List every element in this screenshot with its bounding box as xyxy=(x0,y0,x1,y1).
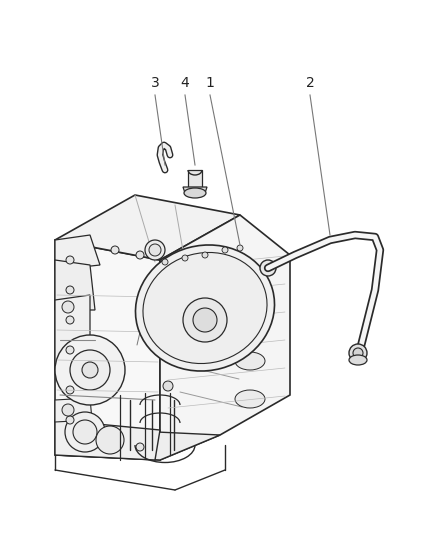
Ellipse shape xyxy=(135,245,275,371)
Circle shape xyxy=(66,286,74,294)
Ellipse shape xyxy=(235,314,265,332)
Circle shape xyxy=(260,260,276,276)
Text: 3: 3 xyxy=(151,76,159,90)
Circle shape xyxy=(136,251,144,259)
Circle shape xyxy=(111,441,119,449)
Circle shape xyxy=(163,305,173,315)
Circle shape xyxy=(182,255,188,261)
Ellipse shape xyxy=(349,355,367,365)
Ellipse shape xyxy=(143,253,267,364)
Circle shape xyxy=(66,346,74,354)
Ellipse shape xyxy=(235,352,265,370)
Text: 1: 1 xyxy=(205,76,215,90)
Circle shape xyxy=(66,416,74,424)
Circle shape xyxy=(66,256,74,264)
Polygon shape xyxy=(55,235,100,270)
Circle shape xyxy=(237,245,243,251)
Circle shape xyxy=(73,420,97,444)
Circle shape xyxy=(222,247,228,253)
Circle shape xyxy=(111,246,119,254)
Polygon shape xyxy=(188,170,202,187)
Circle shape xyxy=(193,308,217,332)
Circle shape xyxy=(66,316,74,324)
Circle shape xyxy=(353,348,363,358)
Text: 4: 4 xyxy=(180,76,189,90)
Ellipse shape xyxy=(235,390,265,408)
Circle shape xyxy=(163,343,173,353)
Text: 2: 2 xyxy=(306,76,314,90)
Polygon shape xyxy=(183,187,207,193)
Circle shape xyxy=(163,267,173,277)
Polygon shape xyxy=(55,260,95,310)
Polygon shape xyxy=(55,420,160,460)
Circle shape xyxy=(163,381,173,391)
Circle shape xyxy=(145,240,165,260)
Circle shape xyxy=(183,298,227,342)
Circle shape xyxy=(149,244,161,256)
Ellipse shape xyxy=(184,188,206,198)
Circle shape xyxy=(66,386,74,394)
Circle shape xyxy=(70,350,110,390)
Circle shape xyxy=(82,362,98,378)
Circle shape xyxy=(349,344,367,362)
Circle shape xyxy=(162,259,168,265)
Circle shape xyxy=(62,301,74,313)
Circle shape xyxy=(136,443,144,451)
Circle shape xyxy=(55,335,125,405)
Circle shape xyxy=(96,426,124,454)
Circle shape xyxy=(62,404,74,416)
Polygon shape xyxy=(55,295,90,370)
Ellipse shape xyxy=(235,276,265,294)
Polygon shape xyxy=(55,195,240,260)
Circle shape xyxy=(65,412,105,452)
Polygon shape xyxy=(55,398,92,422)
Polygon shape xyxy=(55,240,160,460)
Polygon shape xyxy=(55,430,220,460)
Circle shape xyxy=(202,252,208,258)
Polygon shape xyxy=(160,215,290,460)
